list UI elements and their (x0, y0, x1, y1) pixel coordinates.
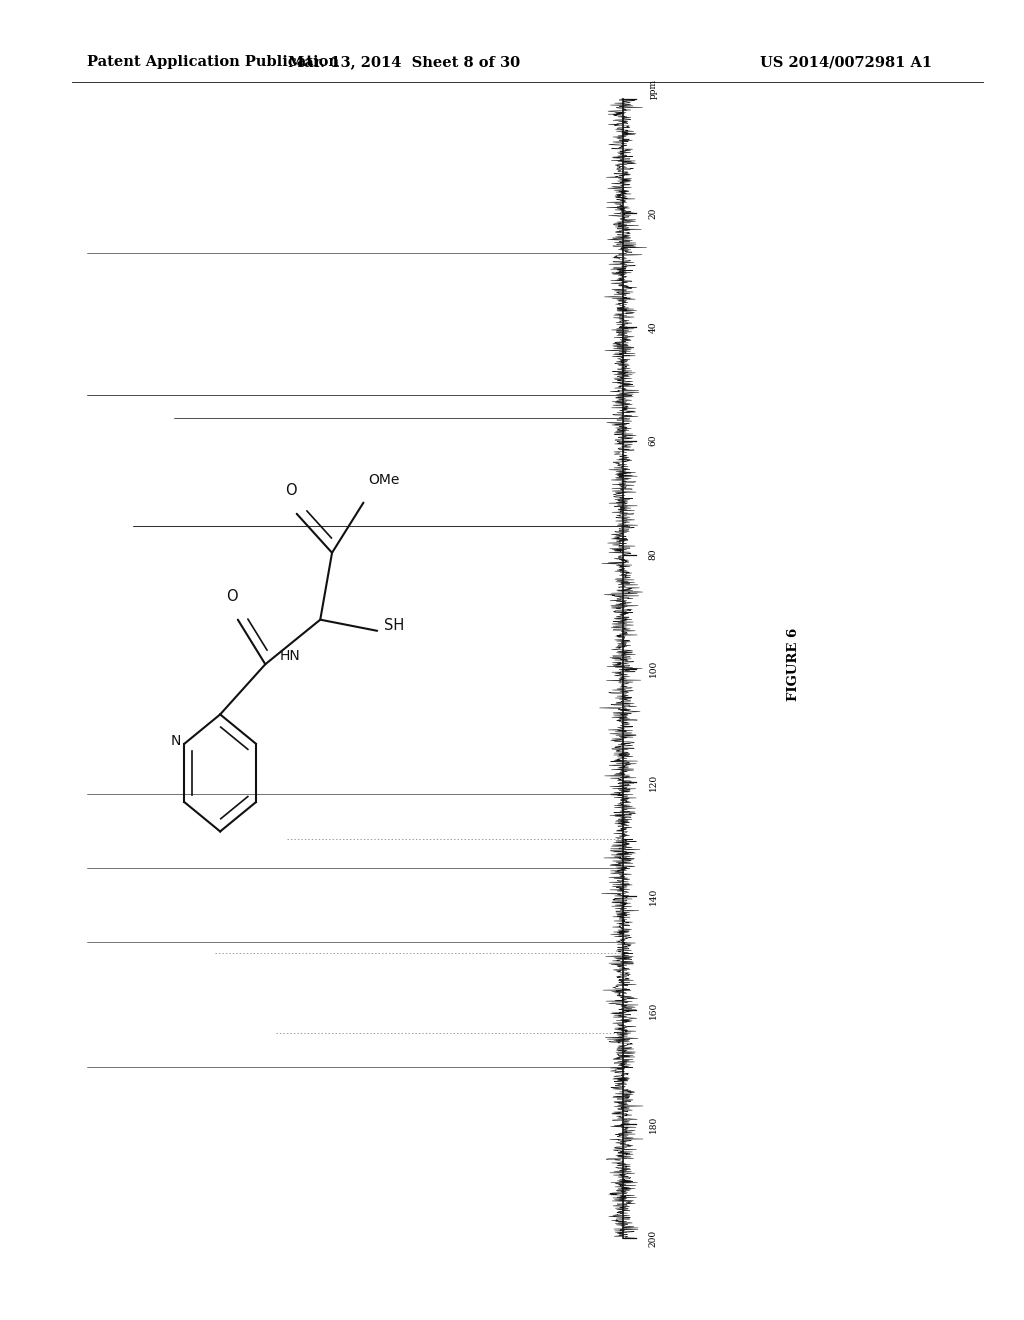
Text: 180: 180 (649, 1115, 657, 1133)
Text: 140: 140 (649, 888, 657, 906)
Text: HN: HN (280, 648, 300, 663)
Text: 40: 40 (649, 321, 657, 333)
Text: 120: 120 (649, 774, 657, 791)
Text: N: N (171, 734, 181, 748)
Text: 60: 60 (649, 436, 657, 446)
Text: SH: SH (384, 618, 404, 632)
Text: 20: 20 (649, 207, 657, 219)
Text: ppm: ppm (649, 78, 657, 99)
Text: 100: 100 (649, 660, 657, 677)
Text: 80: 80 (649, 549, 657, 561)
Text: Patent Application Publication: Patent Application Publication (87, 55, 339, 70)
Text: Mar. 13, 2014  Sheet 8 of 30: Mar. 13, 2014 Sheet 8 of 30 (289, 55, 520, 70)
Text: 160: 160 (649, 1002, 657, 1019)
Text: FIGURE 6: FIGURE 6 (787, 627, 800, 701)
Text: O: O (285, 483, 297, 498)
Text: US 2014/0072981 A1: US 2014/0072981 A1 (760, 55, 932, 70)
Text: OMe: OMe (369, 473, 399, 487)
Text: O: O (226, 589, 238, 605)
Text: 200: 200 (649, 1230, 657, 1246)
